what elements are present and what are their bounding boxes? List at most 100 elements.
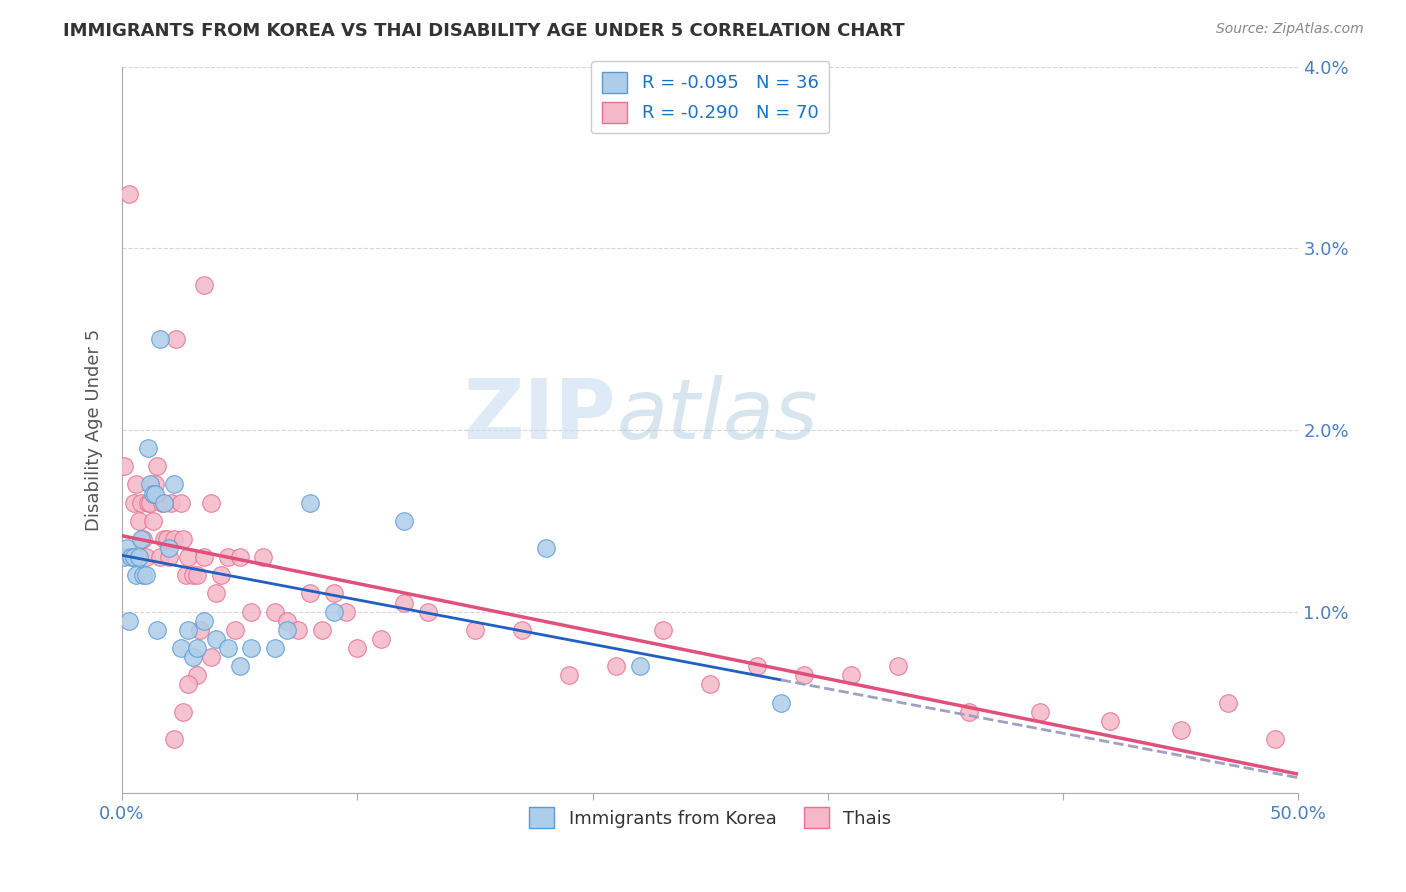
Point [699,677,721,691]
Point [205,632,228,646]
Point [887,659,910,673]
Point [394,514,416,528]
Point [150,496,173,510]
Y-axis label: Disability Age Under 5: Disability Age Under 5 [86,329,103,531]
Point [136,441,159,455]
Point [276,614,298,628]
Point [146,459,169,474]
Point [143,486,166,500]
Legend: Immigrants from Korea, Thais: Immigrants from Korea, Thais [522,800,898,835]
Point [118,186,141,201]
Point [112,459,135,474]
Point [200,650,222,665]
Point [118,614,141,628]
Point [132,532,155,546]
Point [228,550,250,565]
Point [122,550,145,565]
Point [172,705,194,719]
Point [122,496,145,510]
Point [1264,731,1286,746]
Point [157,550,180,565]
Point [139,496,162,510]
Point [186,568,208,582]
Point [276,623,298,637]
Point [153,496,176,510]
Point [534,541,557,555]
Point [160,496,183,510]
Point [193,614,215,628]
Point [394,596,416,610]
Point [177,623,200,637]
Point [174,568,197,582]
Point [129,532,152,546]
Point [193,550,215,565]
Point [135,568,157,582]
Point [510,623,533,637]
Point [186,640,208,655]
Point [1028,705,1050,719]
Point [142,514,165,528]
Point [1170,723,1192,737]
Point [163,477,186,491]
Point [793,668,815,682]
Point [143,477,166,491]
Text: ZIP: ZIP [464,375,616,456]
Point [163,731,186,746]
Point [209,568,232,582]
Point [177,677,200,691]
Point [156,532,179,546]
Point [177,550,200,565]
Point [188,623,211,637]
Point [370,632,392,646]
Point [628,659,651,673]
Point [205,586,228,600]
Point [125,477,148,491]
Point [120,550,142,565]
Point [146,623,169,637]
Point [186,668,208,682]
Point [346,640,368,655]
Point [416,605,439,619]
Point [136,496,159,510]
Point [135,550,157,565]
Text: Source: ZipAtlas.com: Source: ZipAtlas.com [1216,22,1364,37]
Point [128,514,150,528]
Point [747,659,769,673]
Point [264,640,287,655]
Point [163,532,186,546]
Point [157,541,180,555]
Point [299,496,322,510]
Point [217,640,239,655]
Point [228,659,250,673]
Point [240,640,263,655]
Point [1216,696,1239,710]
Point [125,568,148,582]
Point [153,532,176,546]
Point [149,332,172,346]
Point [181,568,204,582]
Point [181,650,204,665]
Point [558,668,581,682]
Point [115,541,138,555]
Point [769,696,792,710]
Point [165,332,187,346]
Point [322,586,344,600]
Point [652,623,675,637]
Point [299,586,322,600]
Text: atlas: atlas [616,375,818,456]
Point [287,623,309,637]
Point [464,623,486,637]
Point [193,277,215,292]
Point [1099,714,1122,728]
Point [142,486,165,500]
Point [170,496,193,510]
Point [128,550,150,565]
Point [264,605,287,619]
Point [172,532,194,546]
Point [217,550,239,565]
Point [605,659,627,673]
Point [200,496,222,510]
Point [335,605,357,619]
Point [112,550,135,565]
Point [170,640,193,655]
